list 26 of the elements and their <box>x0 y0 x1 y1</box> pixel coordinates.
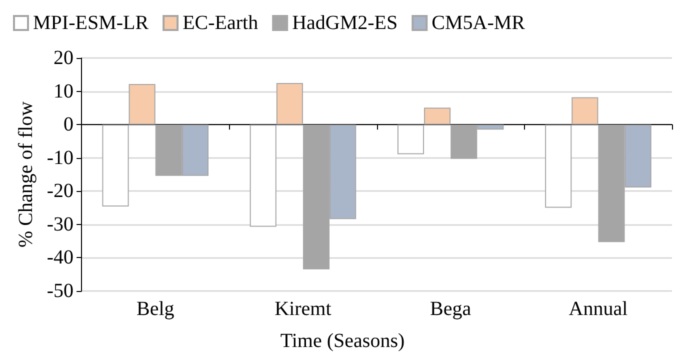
bar <box>128 84 156 125</box>
legend-label: EC-Earth <box>182 12 258 34</box>
bar <box>424 108 451 125</box>
y-tick-label: -10 <box>46 146 74 169</box>
y-tick-label: 10 <box>54 80 74 102</box>
y-tick-label: 20 <box>54 47 74 69</box>
y-tick-label: -50 <box>46 280 74 302</box>
bar <box>102 124 129 206</box>
x-tick-label: Belg <box>136 298 174 320</box>
y-tick-label: -20 <box>46 180 74 202</box>
x-tick-label: Kiremt <box>274 298 332 320</box>
bar <box>397 124 424 154</box>
bar <box>250 124 276 227</box>
y-tick-label: -40 <box>46 246 74 269</box>
y-axis-title: % Change of flow <box>15 100 37 248</box>
y-tick-label: 0 <box>64 114 74 136</box>
bar <box>276 82 303 125</box>
legend-label: CM5A-MR <box>432 12 526 34</box>
x-tick-label: Bega <box>430 298 472 320</box>
x-tick-label: Annual <box>568 298 628 320</box>
legend-label: HadGM2-ES <box>292 12 398 34</box>
bar <box>545 124 572 208</box>
legend-label: MPI-ESM-LR <box>33 12 150 34</box>
x-axis-title: Time (Seasons) <box>280 330 405 352</box>
bar <box>572 97 598 125</box>
y-tick-label: -30 <box>46 213 74 236</box>
